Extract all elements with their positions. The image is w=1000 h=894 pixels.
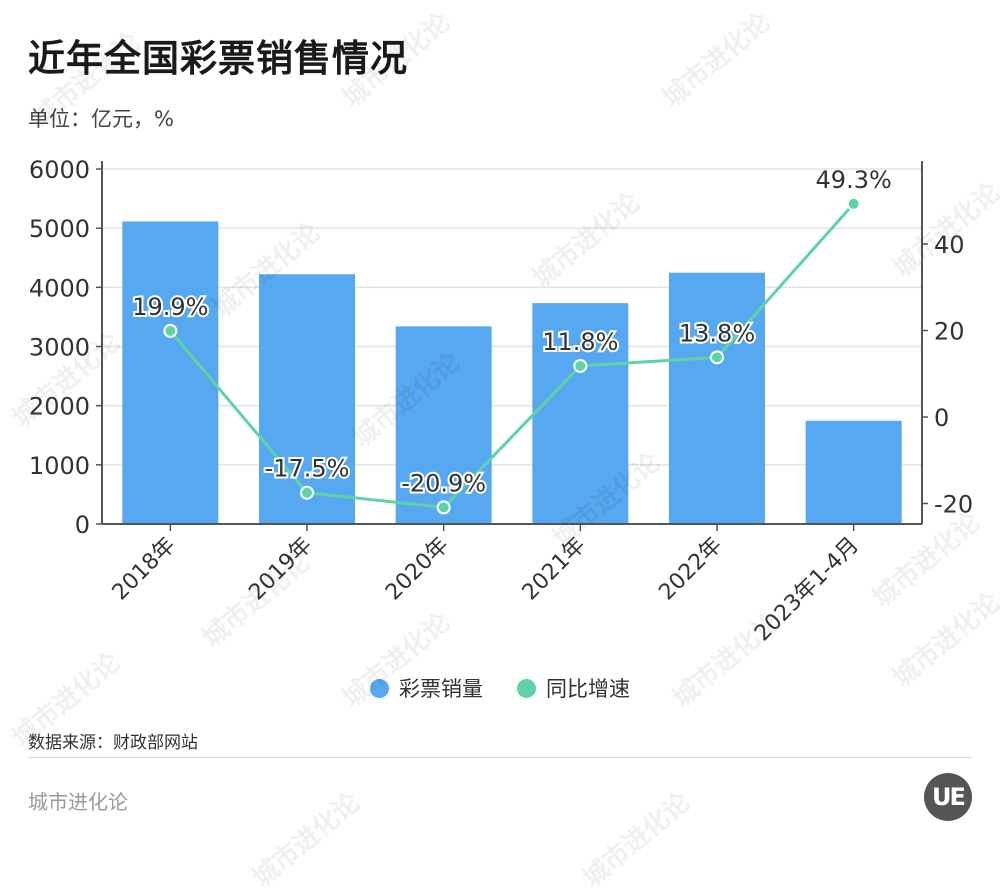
left-axis-tick: 6000 xyxy=(29,156,90,184)
chart-title: 近年全国彩票销售情况 xyxy=(28,37,408,80)
bar[interactable] xyxy=(122,221,219,524)
line-point[interactable] xyxy=(163,323,178,338)
bar[interactable] xyxy=(395,326,492,524)
point-label: 19.9% xyxy=(132,293,208,321)
unit-label: 单位：亿元，% xyxy=(28,107,174,131)
left-axis-tick: 4000 xyxy=(29,274,90,302)
point-label: 13.8% xyxy=(679,319,755,347)
combo-chart: 0 1000 2000 3000 4000 5000 6000 -20 0 20 40 2018年 20… xyxy=(29,156,973,647)
legend-label: 同比增速 xyxy=(546,677,630,701)
point-label: -20.9% xyxy=(401,469,486,497)
left-axis-tick: 1000 xyxy=(29,452,90,480)
line-point[interactable] xyxy=(436,500,451,515)
line-point[interactable] xyxy=(300,485,314,500)
growth-line xyxy=(169,202,855,509)
brand-name: 城市进化论 xyxy=(28,790,128,814)
x-axis-label: 2018年 xyxy=(108,533,181,606)
legend-item-growth[interactable]: 同比增速 xyxy=(517,673,630,703)
right-axis-tick: 0 xyxy=(934,404,949,432)
legend-item-sales[interactable]: 彩票销量 xyxy=(370,673,483,703)
left-axis-tick: 3000 xyxy=(29,334,90,362)
left-axis-tick: 0 xyxy=(75,511,90,539)
line-point[interactable] xyxy=(573,358,588,373)
brand-logo-icon: UE xyxy=(924,773,972,821)
left-axis-tick: 2000 xyxy=(29,393,90,421)
watermark: 城市进化论 xyxy=(577,787,697,894)
bar[interactable] xyxy=(805,420,902,524)
bar[interactable] xyxy=(669,272,765,524)
data-source: 数据来源：财政部网站 xyxy=(28,733,198,753)
line-point[interactable] xyxy=(710,350,724,365)
legend-dot-icon xyxy=(370,678,389,698)
legend-dot-icon xyxy=(517,678,536,698)
divider xyxy=(28,757,972,758)
x-axis-label: 2023年1-4月 xyxy=(750,533,864,647)
watermark: 城市进化论 xyxy=(247,787,367,894)
point-label: -17.5% xyxy=(265,455,350,483)
left-axis-tick: 5000 xyxy=(29,215,90,243)
x-axis-label: 2022年 xyxy=(654,533,727,606)
right-axis-tick: -20 xyxy=(934,491,973,519)
line-point[interactable] xyxy=(846,196,861,211)
legend: 彩票销量 同比增速 xyxy=(0,673,1000,703)
point-label: 11.8% xyxy=(542,328,618,356)
bar[interactable] xyxy=(532,303,629,524)
x-axis-label: 2021年 xyxy=(518,533,591,606)
bar[interactable] xyxy=(259,274,355,524)
right-axis-tick: 40 xyxy=(934,231,965,259)
x-axis-label: 2020年 xyxy=(381,533,454,606)
x-axis-label: 2019年 xyxy=(244,533,317,606)
right-axis-tick: 20 xyxy=(934,318,965,346)
legend-label: 彩票销量 xyxy=(399,677,483,701)
point-label: 49.3% xyxy=(816,166,892,194)
